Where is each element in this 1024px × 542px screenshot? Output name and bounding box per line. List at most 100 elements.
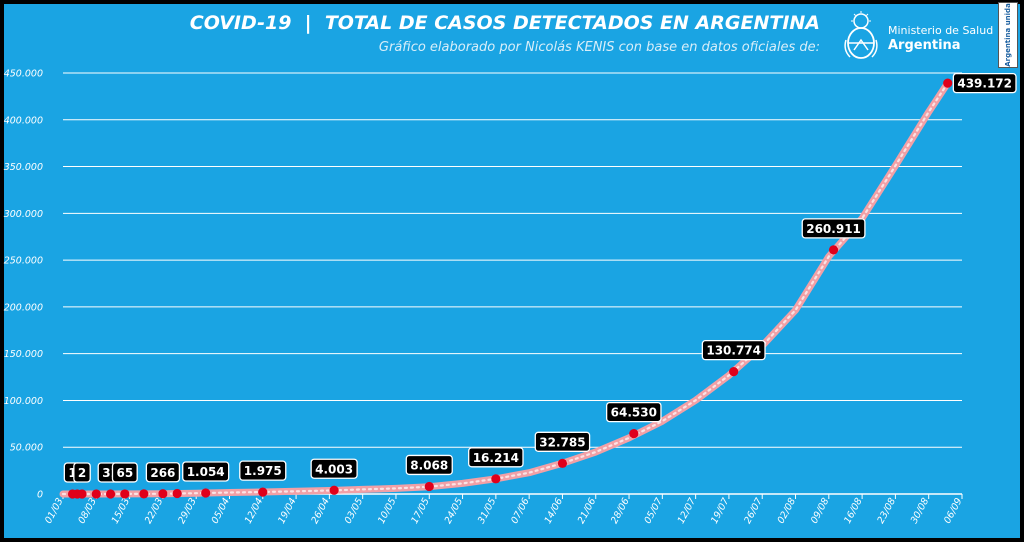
x-tick-label: 19/04 (276, 496, 299, 525)
data-label-box (801, 218, 866, 239)
y-tick-label: 300.000 (4, 209, 43, 220)
data-point-marker (201, 488, 211, 498)
y-tick-label: 450.000 (4, 69, 43, 80)
x-tick-label: 12/07 (676, 496, 699, 525)
y-axis-labels: 0 50.000 100.000 150.000 200.000 250.000 300.0… (4, 69, 43, 501)
data-point-marker (139, 489, 149, 499)
data-label: 4.003 (315, 462, 353, 476)
x-tick-label: 23/08 (875, 496, 898, 525)
y-tick-label: 350.000 (4, 162, 43, 173)
x-tick-label: 08/03 (76, 496, 99, 525)
y-tick-label: 100.000 (4, 396, 43, 407)
y-tick-label: 150.000 (4, 349, 43, 360)
data-label-box (111, 462, 138, 483)
x-tick-label: 12/04 (243, 496, 266, 525)
x-tick-label: 14/06 (543, 496, 566, 525)
x-tick-label: 26/07 (742, 496, 765, 525)
data-point-marker (629, 429, 639, 439)
data-point-marker (67, 489, 78, 499)
data-label-box (605, 401, 662, 423)
y-tick-label: 250.000 (4, 256, 43, 267)
data-point-marker (120, 489, 130, 499)
data-label: 1.975 (244, 464, 282, 478)
national-emblem-icon (844, 11, 878, 59)
data-label: 16.214 (473, 451, 519, 465)
chart-subtitle: Gráfico elaborado por Nicolás KENIS con … (378, 40, 820, 55)
data-label-box (239, 460, 287, 481)
grid-layer (62, 72, 963, 499)
y-tick-label: 0 (37, 490, 43, 501)
x-tick-label: 15/03 (110, 496, 133, 525)
x-tick-label: 01/03 (43, 496, 66, 525)
x-tick-label: 07/06 (509, 496, 532, 525)
data-label: 439.172 (957, 77, 1012, 91)
data-label-box (405, 454, 453, 476)
data-label-box (952, 72, 1017, 94)
data-label: 32.785 (539, 435, 585, 449)
y-tick-label: 200.000 (4, 302, 43, 313)
data-label-box (310, 458, 358, 479)
x-tick-label: 10/05 (376, 496, 399, 525)
data-label: 8.068 (410, 458, 448, 472)
data-label: 64.530 (611, 406, 657, 420)
x-axis-labels: 01/03 08/03 15/03 22/03 29/03 05/04 12/04 19/04… (43, 496, 965, 525)
data-point-marker (491, 474, 501, 484)
series-line (59, 79, 952, 498)
data-point-marker (105, 489, 116, 499)
x-tick-label: 17/05 (409, 496, 432, 525)
y-tick-label: 50.000 (10, 443, 43, 454)
x-tick-label: 06/09 (942, 496, 965, 525)
chart-title: COVID-19 | TOTAL DE CASOS DETECTADOS EN … (189, 12, 820, 34)
data-point-marker (329, 485, 339, 495)
y-tick-label: 400.000 (4, 115, 43, 126)
x-tick-label: 24/05 (443, 496, 466, 525)
x-tick-label: 22/03 (143, 496, 166, 525)
x-tick-label: 05/04 (210, 496, 233, 525)
x-tick-label: 21/06 (576, 496, 599, 525)
data-point-marker (158, 489, 168, 499)
data-label-box (182, 461, 230, 482)
ministry-name: Ministerio de Salud (888, 24, 994, 37)
data-label: 2 (78, 466, 86, 480)
data-label: 260.911 (806, 222, 861, 236)
data-label-box (468, 447, 524, 468)
country-name: Argentina (888, 38, 961, 53)
data-label-box (73, 462, 91, 483)
data-label-box (145, 462, 181, 483)
marker-layer (67, 78, 953, 499)
data-point-marker (557, 458, 568, 468)
data-label-box (701, 340, 766, 361)
x-tick-label: 05/07 (642, 496, 665, 525)
x-tick-label: 03/05 (343, 496, 366, 525)
data-point-marker (77, 489, 87, 499)
data-point-marker (943, 78, 953, 88)
data-label-box (534, 431, 591, 452)
series-line-texture (61, 82, 949, 496)
data-point-marker (172, 488, 182, 499)
data-point-marker (828, 245, 839, 255)
x-tick-label: 30/08 (909, 496, 932, 525)
x-tick-label: 19/07 (709, 496, 732, 525)
x-tick-label: 29/03 (176, 496, 199, 525)
ministry-logo: Ministerio de Salud Argentina (842, 10, 994, 66)
x-tick-label: 09/08 (809, 496, 832, 525)
data-label: 65 (116, 466, 133, 480)
x-tick-label: 31/05 (476, 496, 499, 525)
data-label: 130.774 (706, 344, 761, 358)
argentina-unida-badge: Argentina unida (998, 2, 1018, 68)
data-point-marker (424, 481, 434, 492)
data-label: 1 (68, 466, 76, 480)
x-tick-label: 26/04 (309, 496, 332, 525)
data-point-marker (729, 367, 739, 377)
data-label: 1.054 (187, 465, 225, 479)
data-point-marker (91, 489, 101, 499)
x-tick-label: 28/06 (609, 496, 632, 525)
data-point-marker (258, 487, 268, 497)
x-tick-label: 16/08 (842, 496, 865, 525)
x-tick-label: 02/08 (776, 496, 799, 525)
series-layer (59, 79, 952, 498)
data-label: 266 (150, 466, 175, 480)
